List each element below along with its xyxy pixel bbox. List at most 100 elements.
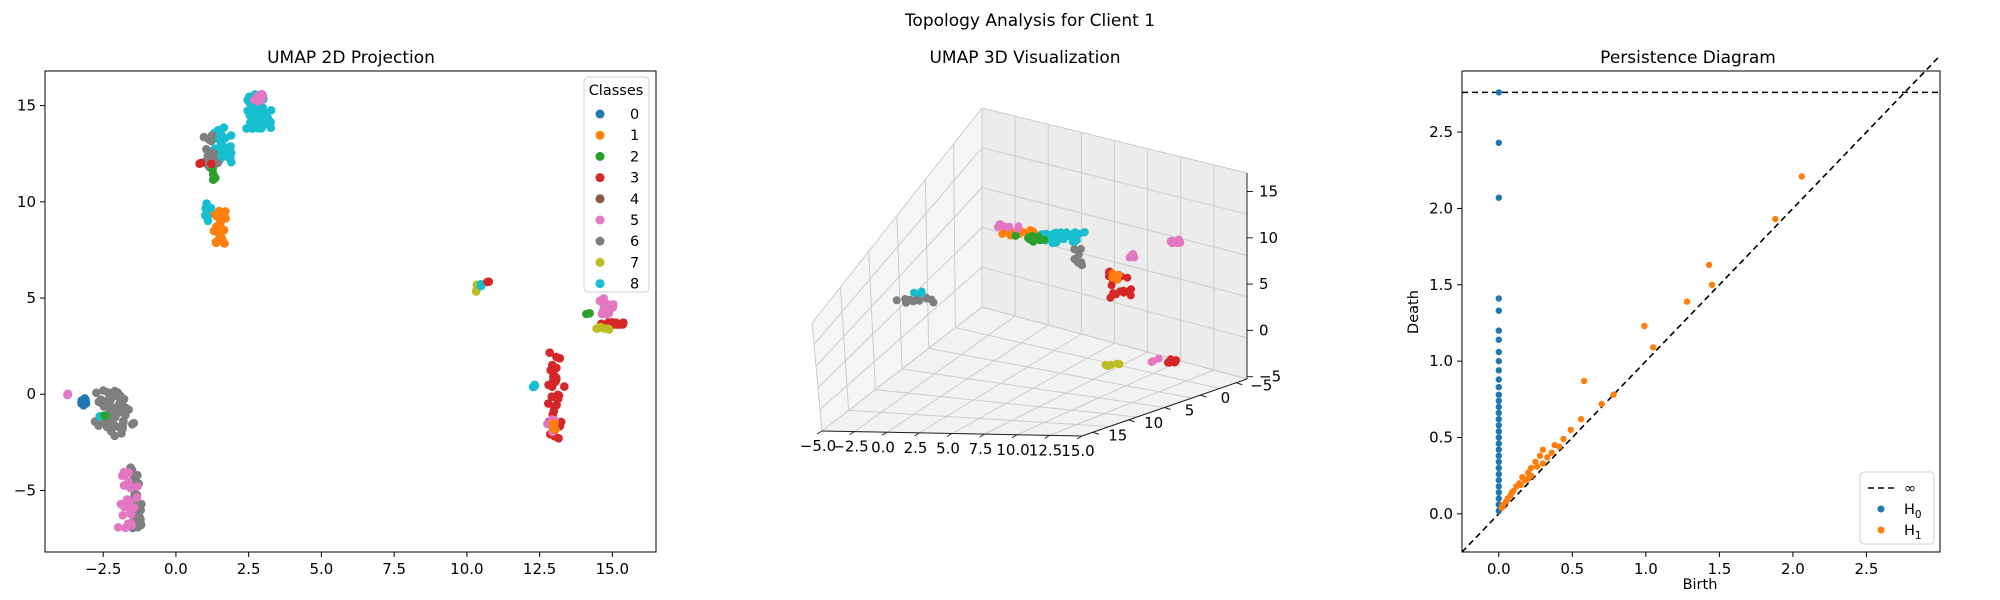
persistence-point-h1 [1598, 400, 1605, 408]
persistence-point-h0 [1495, 409, 1503, 417]
umap-3d-ytick-mark [1200, 394, 1207, 398]
persistence-point-h1 [1683, 298, 1691, 305]
umap-2d-point [136, 518, 145, 527]
umap-2d-point [124, 468, 133, 478]
umap-3d-xtick-label: 5.0 [936, 440, 960, 458]
persistence-point-h0 [1495, 307, 1503, 314]
umap-2d-legend-label: 8 [630, 277, 639, 293]
umap-3d-point [1165, 358, 1174, 367]
persistence-point-h0 [1495, 452, 1503, 459]
persistence-point-h0 [1495, 483, 1503, 490]
persistence-legend-marker [1877, 505, 1885, 513]
umap-2d-point [258, 92, 267, 101]
umap-2d-legend-label: 6 [630, 234, 639, 250]
umap-3d-left-pane [812, 108, 982, 431]
persistence-point-h1 [1708, 281, 1716, 288]
persistence-point-h0 [1495, 357, 1503, 365]
umap-2d-xtick-label: 12.5 [523, 560, 556, 578]
umap-3d-gridline [901, 368, 1165, 408]
umap-2d-legend-label: 2 [630, 149, 639, 165]
umap-2d-point [101, 411, 110, 420]
persistence-point-h1 [1650, 344, 1657, 351]
umap-3d-point [917, 287, 926, 296]
persistence-point-h0 [1495, 336, 1503, 343]
persistence-point-h1 [1610, 391, 1617, 398]
persistence-axes-frame [1461, 70, 1941, 553]
umap-2d-ytick-label: −5 [14, 481, 36, 499]
umap-2d-point [547, 382, 557, 392]
umap-2d-legend-label: 3 [630, 171, 639, 187]
umap-3d-point [1114, 270, 1123, 279]
umap-2d-point [618, 318, 628, 328]
umap-3d-gridline [817, 227, 983, 389]
umap-2d-point [603, 301, 612, 311]
umap-3d-ytick-label: 10 [1144, 414, 1163, 432]
umap-3d-gridline [815, 187, 983, 367]
umap-3d-gridline [896, 215, 903, 370]
persistence-point-h0 [1495, 327, 1503, 334]
persistence-xtick-label: 0.5 [1560, 560, 1584, 578]
umap-3d-gridline [981, 107, 1248, 174]
umap-3d-point [1147, 357, 1156, 366]
persistence-point-h1 [1705, 261, 1713, 269]
umap-2d-ticks: −2.5 0.0 2.5 5.0 7.5 10.0 12.5 15.0 −5 0 5 10 15 [14, 97, 629, 578]
umap-2d-xtick-label: 7.5 [382, 560, 406, 578]
persistence-xtick-label: 1.0 [1634, 560, 1658, 578]
umap-3d-point [1034, 232, 1043, 241]
umap-2d-xtick-label: 10.0 [450, 560, 483, 578]
umap-2d-point [243, 106, 252, 116]
umap-3d-gridline [848, 409, 1110, 427]
umap-2d-point [592, 324, 601, 333]
umap-3d-ytick-label: 15 [1108, 426, 1127, 444]
umap-3d-panel: UMAP 3D Visualization −5.0−2.5 0.0 2.5 5.0 7… [800, 48, 1281, 460]
umap-3d-point [1077, 258, 1086, 267]
umap-2d-legend-title: Classes [589, 83, 644, 99]
persistence-point-h0 [1495, 194, 1503, 201]
persistence-reference-lines [1461, 55, 1941, 553]
umap-2d-legend-marker [595, 151, 605, 161]
persistence-point-h1 [1508, 489, 1516, 496]
umap-2d-xtick-label: 2.5 [237, 560, 261, 578]
umap-2d-point [121, 403, 130, 413]
umap-2d-point [215, 144, 224, 153]
persistence-point-h0 [1495, 489, 1503, 496]
persistence-ticks: 0.0 0.5 1.0 1.5 2.0 2.5 0.0 0.5 1.0 1.5 2.0 2.5 [1429, 123, 1878, 578]
persistence-point-h1 [1577, 416, 1585, 423]
persistence-point-h0 [1495, 495, 1503, 502]
umap-3d-xtick-label: 7.5 [969, 440, 993, 458]
persistence-points [1495, 89, 1805, 514]
persistence-point-h1 [1555, 443, 1563, 450]
umap-2d-legend-label: 5 [630, 213, 639, 229]
umap-3d-xtick-mark [979, 433, 985, 438]
persistence-xtick-label: 0.0 [1487, 560, 1511, 578]
umap-2d-point [92, 388, 101, 398]
persistence-point-h1 [1527, 464, 1535, 472]
umap-3d-point [1024, 234, 1033, 242]
umap-3d-ztick-label: 10 [1259, 229, 1278, 247]
umap-3d-point [1108, 273, 1117, 282]
umap-2d-point [121, 523, 130, 533]
persistence-point-h1 [1567, 426, 1575, 433]
umap-2d-point [81, 399, 91, 408]
umap-2d-point [202, 199, 211, 208]
persistence-ytick-label: 1.5 [1429, 276, 1453, 294]
umap-3d-gridline [819, 266, 983, 410]
umap-2d-point [549, 424, 558, 433]
persistence-point-h0 [1495, 348, 1503, 356]
umap-2d-legend-marker [595, 130, 605, 140]
umap-2d-ytick-label: 15 [17, 97, 36, 115]
umap-3d-gridline [981, 187, 1248, 256]
umap-2d-point [208, 175, 218, 184]
umap-2d-point [595, 296, 605, 306]
umap-3d-xtick-label: 15.0 [1061, 442, 1094, 460]
umap-3d-gridline [981, 147, 1248, 215]
umap-3d-point [1125, 253, 1134, 262]
umap-3d-xtick-label: 0.0 [871, 438, 895, 456]
umap-3d-ztick-label: 15 [1259, 183, 1278, 201]
persistence-point-h1 [1641, 322, 1648, 330]
persistence-point-h0 [1495, 383, 1503, 391]
umap-2d-point [250, 108, 259, 118]
umap-3d-ytick-label: 5 [1185, 402, 1195, 420]
